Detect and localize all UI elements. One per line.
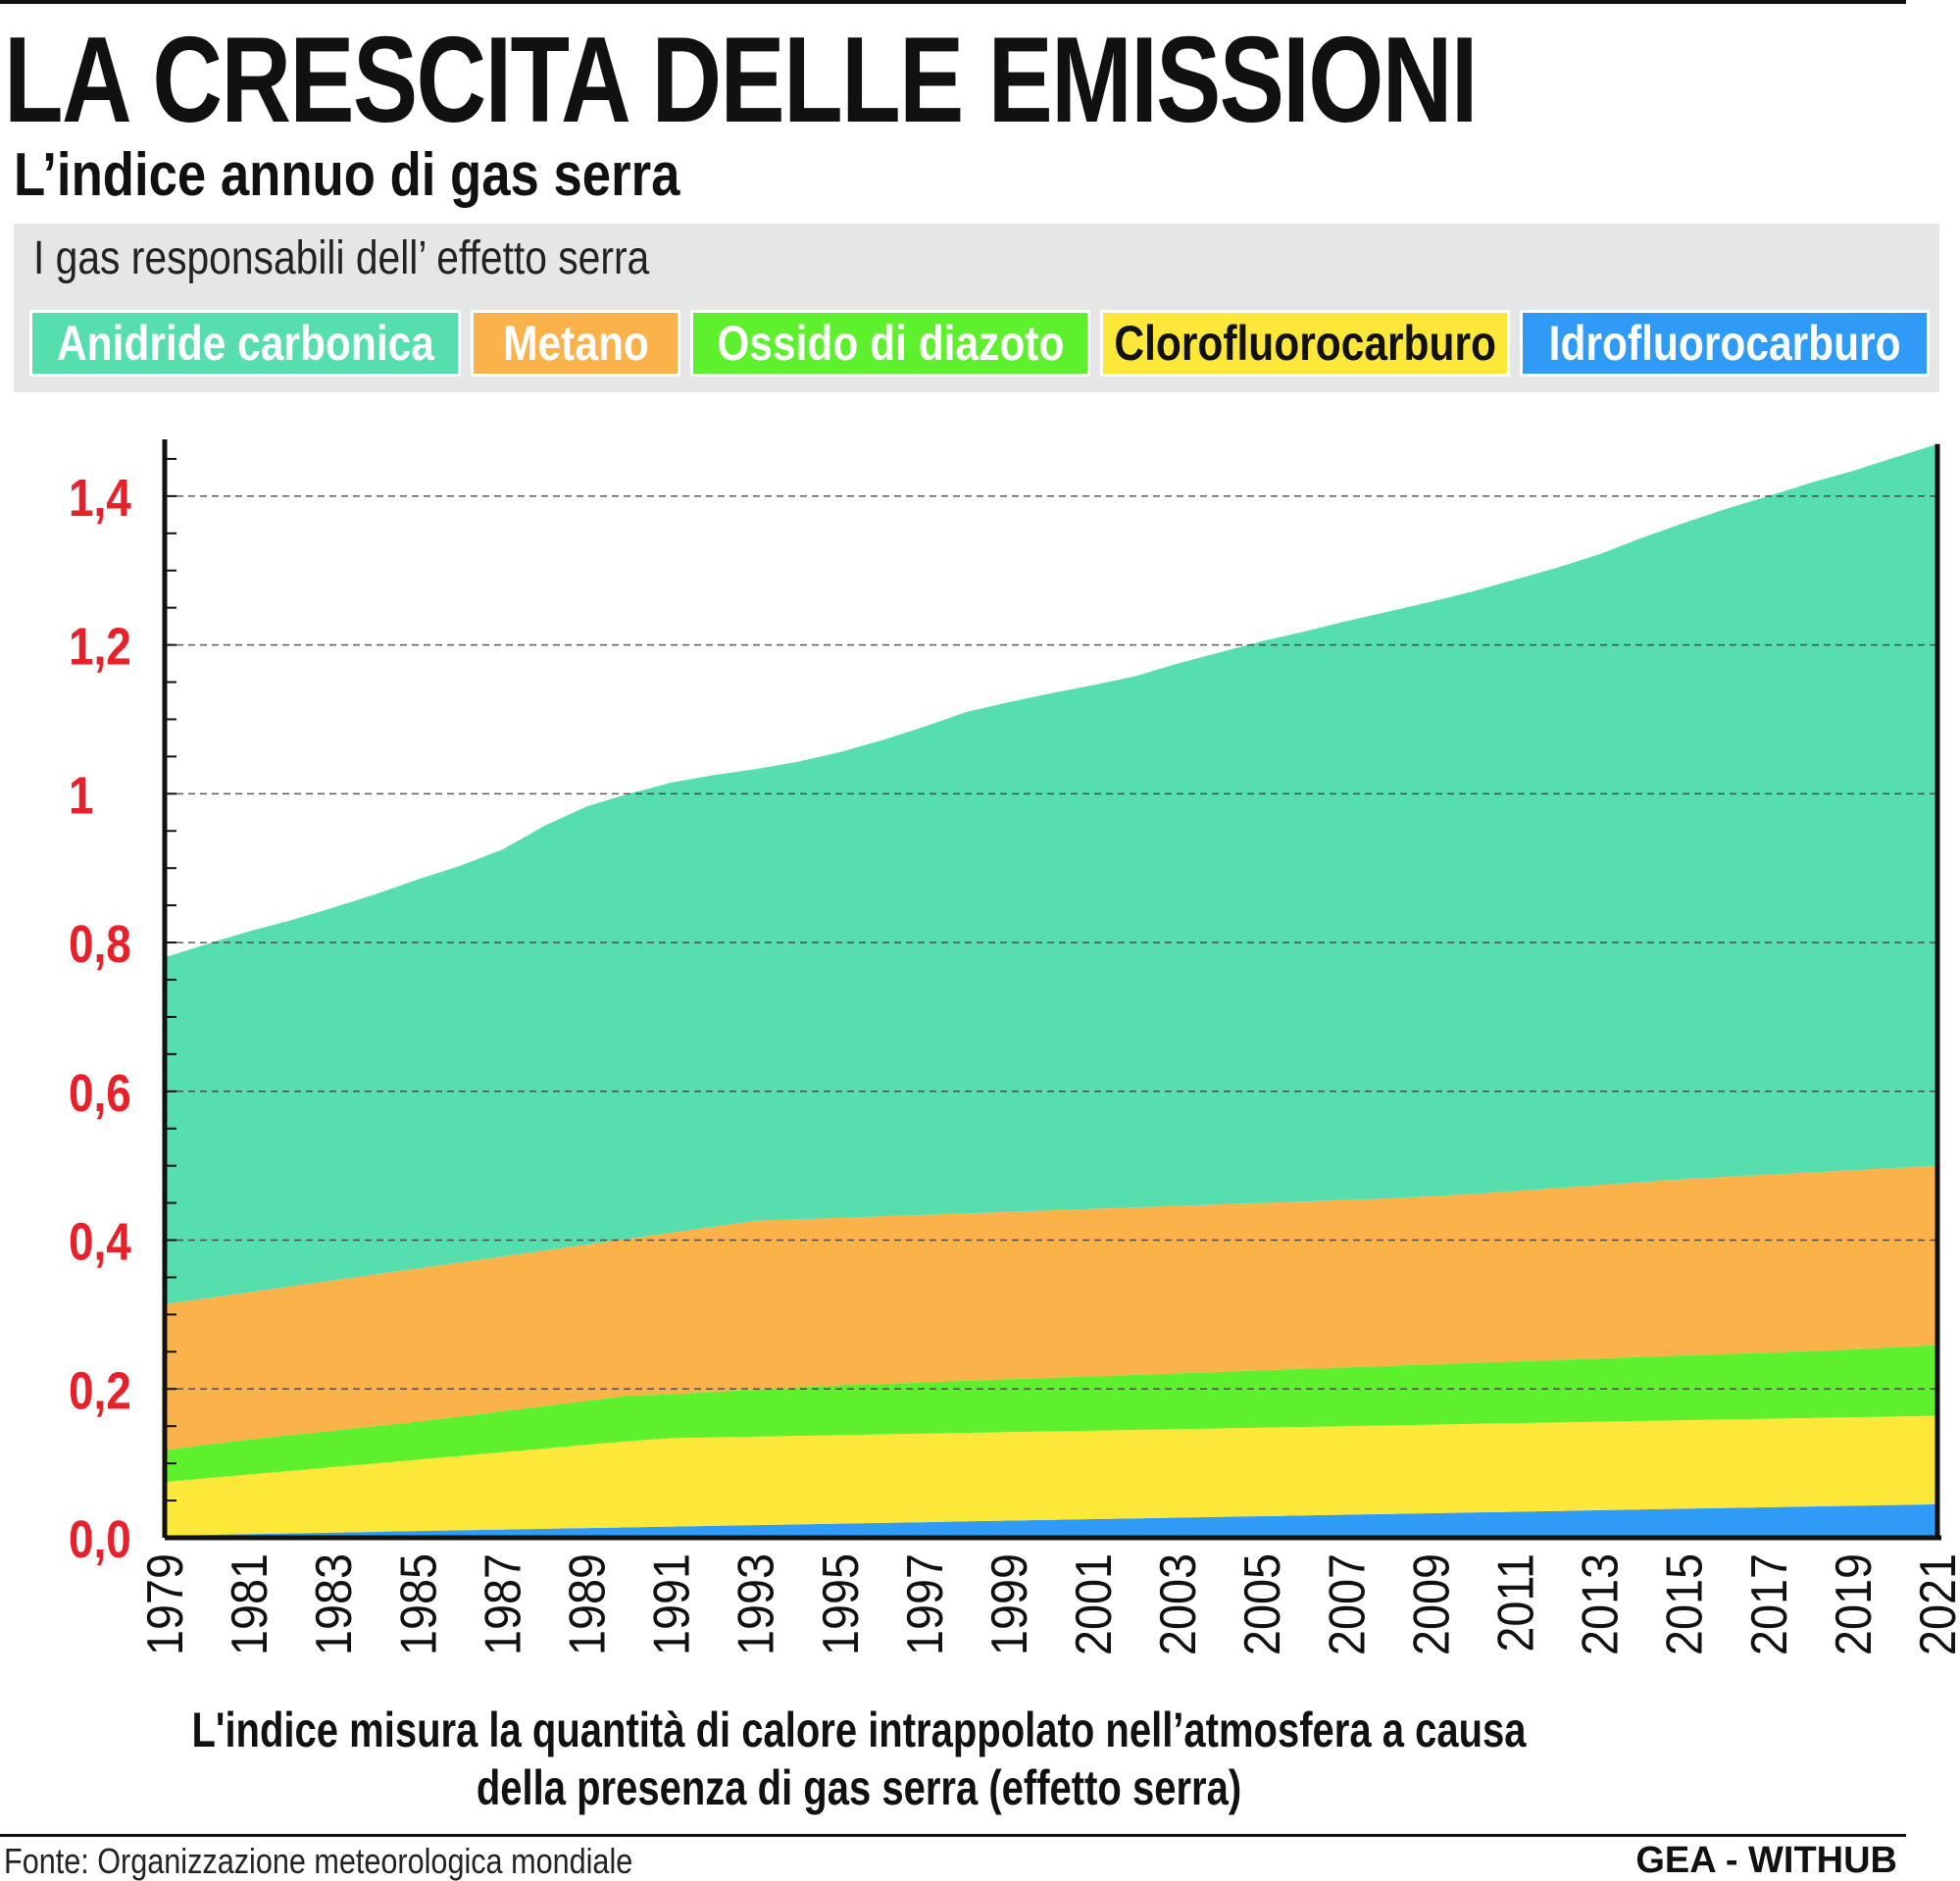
x-tick-label: 2015 — [1656, 1553, 1713, 1655]
x-tick-label: 1983 — [306, 1553, 363, 1655]
x-tick-label: 2009 — [1403, 1553, 1460, 1655]
x-tick-label: 2021 — [1910, 1553, 1960, 1655]
x-tick-label: 1981 — [222, 1553, 278, 1655]
area-anidride-carbonica — [165, 443, 1937, 1304]
y-tick-label: 0,2 — [69, 1361, 131, 1420]
area-clorofluorocarburo — [165, 1415, 1937, 1536]
bottom-rule — [0, 1834, 1906, 1837]
area-ossido-di-diazoto — [165, 1345, 1937, 1483]
legend-label: Idrofluorocarburo — [1548, 316, 1901, 371]
x-tick-label: 2007 — [1319, 1553, 1376, 1655]
y-tick-label: 0,6 — [69, 1063, 131, 1122]
x-tick-label: 1993 — [728, 1553, 784, 1655]
stacked-area-chart: 0,0 0,2 0,4 0,6 0,8 1 1,2 1,4 1979 1981 1983 1985 19… — [69, 439, 1960, 1655]
area-idrofluorocarburo — [165, 1503, 1937, 1538]
y-tick-label: 1,2 — [69, 617, 131, 676]
page-subtitle: L’indice annuo di gas serra — [14, 141, 680, 209]
y-tick-label: 1,4 — [69, 468, 131, 527]
x-tick-label: 1991 — [643, 1553, 700, 1655]
chart-note-line-2: della presenza di gas serra (effetto ser… — [476, 1760, 1242, 1815]
x-tick-label: 1999 — [981, 1553, 1038, 1655]
legend-item-clorofluorocarburo: Clorofluorocarburo — [1100, 310, 1510, 377]
legend: I gas responsabili dell’ effetto serra A… — [14, 224, 1939, 392]
legend-label: Anidride carbonica — [56, 316, 434, 371]
page-title: LA CRESCITA DELLE EMISSIONI — [4, 13, 1478, 148]
x-tick-label: 1987 — [475, 1553, 531, 1655]
x-tick-label: 2005 — [1234, 1553, 1291, 1655]
x-tick-label: 2001 — [1066, 1553, 1123, 1655]
credit-text: GEA - WITHUB — [1635, 1840, 1897, 1881]
legend-item-metano: Metano — [471, 310, 680, 377]
x-tick-label: 2011 — [1487, 1553, 1544, 1652]
x-tick-label: 2013 — [1572, 1553, 1629, 1655]
legend-item-ossido-di-diazoto: Ossido di diazoto — [690, 310, 1090, 377]
legend-item-anidride-carbonica: Anidride carbonica — [29, 310, 461, 377]
x-tick-label: 2003 — [1150, 1553, 1207, 1655]
legend-label: Ossido di diazoto — [716, 316, 1065, 371]
legend-item-idrofluorocarburo: Idrofluorocarburo — [1520, 310, 1930, 377]
x-tick-label: 2017 — [1741, 1553, 1798, 1655]
legend-label: Metano — [502, 316, 649, 371]
area-metano — [165, 1165, 1937, 1450]
x-tick-label: 1997 — [897, 1553, 954, 1655]
chart-note: L'indice misura la quantità di calore in… — [0, 1702, 1718, 1817]
x-tick-label: 1985 — [390, 1553, 447, 1655]
chart-note-line-1: L'indice misura la quantità di calore in… — [191, 1703, 1527, 1757]
x-tick-label: 1995 — [813, 1553, 870, 1655]
y-tick-label: 0,4 — [69, 1212, 131, 1271]
top-rule — [0, 0, 1906, 4]
legend-label: Clorofluorocarburo — [1114, 316, 1496, 371]
x-tick-label: 2019 — [1826, 1553, 1883, 1655]
x-tick-label: 1979 — [137, 1553, 194, 1655]
y-tick-label: 1 — [69, 766, 94, 825]
y-tick-label: 0,0 — [69, 1510, 131, 1569]
y-tick-label: 0,8 — [69, 915, 131, 974]
x-tick-label: 1989 — [559, 1553, 616, 1655]
source-text: Fonte: Organizzazione meteorologica mond… — [4, 1841, 633, 1881]
legend-title: I gas responsabili dell’ effetto serra — [33, 232, 650, 284]
